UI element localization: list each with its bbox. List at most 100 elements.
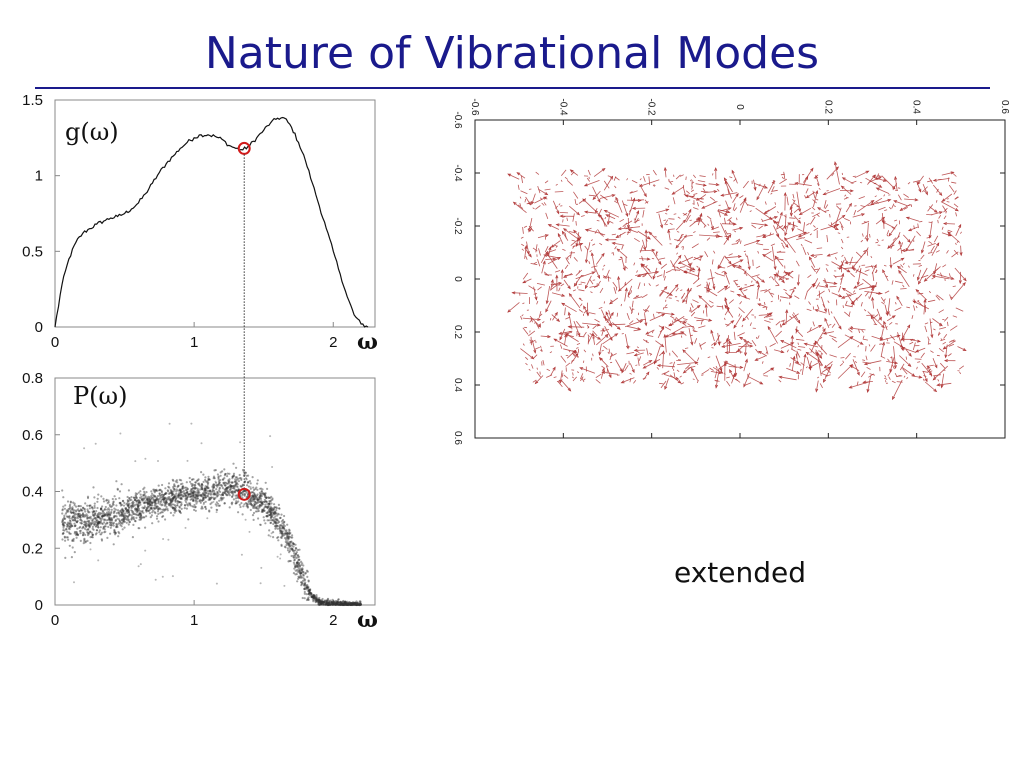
p-scatter-point [150, 506, 153, 509]
p-scatter-point [106, 536, 109, 540]
displacement-arrow [635, 364, 638, 367]
p-scatter-point [186, 504, 189, 507]
p-scatter-point [318, 596, 321, 600]
displacement-arrow [807, 251, 810, 256]
p-scatter-point [207, 486, 210, 490]
p-scatter-point [126, 495, 129, 499]
p-scatter-point [261, 488, 264, 491]
p-scatter-point [312, 596, 315, 599]
p-scatter-point [317, 601, 320, 604]
p-scatter-point [200, 507, 203, 510]
p-scatter-point [223, 474, 226, 477]
p-scatter-point [338, 601, 341, 604]
p-scatter-point [351, 602, 354, 605]
p-scatter-point [303, 588, 306, 591]
p-scatter-point [83, 527, 87, 530]
displacement-arrow [768, 276, 772, 279]
p-scatter-point [205, 492, 208, 495]
displacement-arrow [692, 378, 695, 381]
p-scatter-point [321, 600, 324, 603]
p-scatter-point [142, 507, 145, 510]
p-scatter-point [201, 499, 204, 502]
displacement-arrow [887, 358, 890, 362]
p-scatter-point [119, 432, 122, 435]
displacement-arrow [535, 375, 544, 384]
p-scatter-point [269, 511, 272, 514]
displacement-arrow [724, 217, 726, 225]
p-scatter-point [97, 522, 100, 525]
displacement-arrow [876, 238, 879, 242]
displacement-arrow [825, 268, 829, 272]
p-scatter-point [108, 512, 111, 515]
displacement-arrow [870, 255, 873, 259]
displacement-arrow [716, 233, 718, 239]
p-scatter-point [353, 602, 356, 605]
p-scatter-point [355, 603, 358, 607]
p-scatter-point [127, 504, 130, 507]
displacement-arrow [943, 333, 948, 339]
p-scatter-point [301, 568, 304, 571]
displacement-arrow [701, 369, 710, 375]
displacement-arrow [560, 344, 563, 349]
p-scatter-point [192, 498, 195, 501]
displacement-arrow [920, 254, 925, 260]
p-scatter-point [64, 539, 67, 542]
p-scatter-point [307, 589, 310, 593]
p-scatter-point [203, 491, 206, 494]
p-scatter-point [97, 526, 100, 529]
p-scatter-point [344, 602, 347, 606]
displacement-arrow [676, 369, 680, 373]
displacement-arrow [942, 341, 947, 345]
p-scatter-point [116, 523, 119, 526]
p-scatter-point [194, 481, 197, 484]
displacement-arrow [625, 220, 633, 225]
p-scatter-point [82, 526, 85, 529]
p-scatter-point [251, 491, 254, 494]
p-scatter-point [203, 492, 206, 495]
displacement-arrow [611, 233, 616, 236]
p-scatter-point [235, 494, 238, 497]
p-scatter-point [185, 491, 188, 495]
p-scatter-point [216, 491, 219, 494]
displacement-arrow [857, 345, 859, 348]
p-scatter-point [170, 499, 174, 502]
p-scatter-point [116, 487, 119, 490]
p-scatter-point [165, 499, 168, 502]
displacement-arrow [636, 350, 640, 354]
p-scatter-point [284, 538, 288, 541]
p-scatter-point [282, 526, 285, 529]
displacement-arrow [551, 240, 561, 248]
p-scatter-point [334, 602, 337, 606]
p-scatter-point [82, 532, 85, 535]
p-scatter-point [115, 512, 118, 515]
displacement-arrow [520, 316, 523, 320]
p-scatter-point [191, 484, 194, 487]
p-scatter-point [68, 526, 71, 529]
p-scatter-point [204, 476, 207, 479]
displacement-arrow [609, 297, 619, 305]
p-scatter-point [171, 500, 174, 503]
displacement-arrow [564, 176, 569, 180]
g-omega-label: g(ω) [65, 118, 119, 146]
p-scatter-point [159, 500, 163, 503]
p-scatter-point [334, 603, 337, 607]
p-scatter-point [319, 603, 322, 606]
p-scatter-point [122, 510, 125, 513]
p-scatter-point [275, 522, 278, 525]
p-scatter-point [200, 486, 203, 489]
p-scatter-point [167, 498, 170, 501]
displacement-arrow [525, 362, 528, 366]
p-scatter-point [323, 603, 326, 606]
p-scatter-point [88, 516, 91, 519]
p-scatter-point [106, 521, 109, 524]
p-scatter-point [298, 562, 301, 565]
displacement-arrow [612, 322, 621, 330]
displacement-arrow [699, 175, 706, 177]
displacement-arrow [767, 326, 778, 344]
p-scatter-point [332, 602, 335, 605]
p-scatter-point [103, 525, 106, 528]
displacement-arrow [924, 322, 929, 325]
displacement-arrow [789, 199, 796, 210]
p-scatter-point [283, 545, 286, 548]
displacement-arrow [531, 364, 534, 369]
